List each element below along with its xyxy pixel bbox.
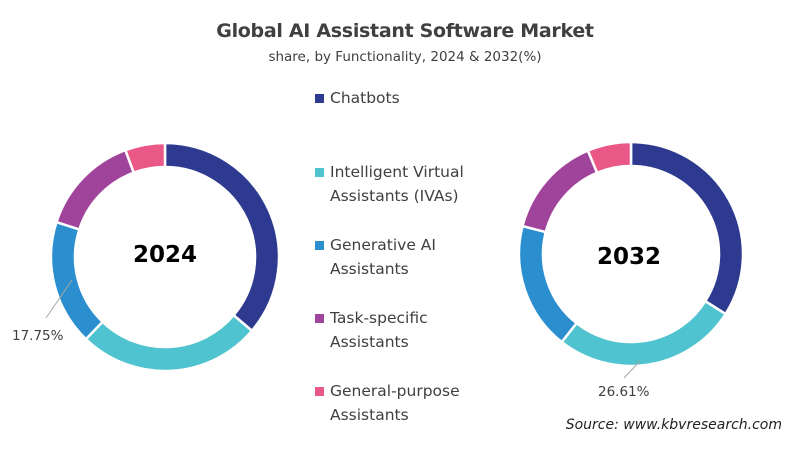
slice-2032-chatbots (629, 140, 745, 316)
legend-swatch (315, 168, 324, 177)
leader-line-2032 (623, 360, 641, 379)
legend-swatch (315, 94, 324, 103)
chart-subtitle: share, by Functionality, 2024 & 2032(%) (268, 49, 542, 65)
slice-2024-general-purpose-assistants (123, 141, 167, 175)
slice-2032-task-specific-assistants (521, 148, 599, 234)
slice-2032-generative-ai-assistants (517, 224, 579, 344)
slice-2024-intelligent-virtual-assistants-ivas (84, 313, 254, 373)
source-note: Source: www.kbvresearch.com (565, 417, 782, 433)
leader-line-2024 (45, 279, 73, 319)
center-label-2032: 2032 (597, 244, 661, 270)
data-label-2024: 17.75% (12, 328, 64, 344)
slice-2032-intelligent-virtual-assistants-ivas (559, 299, 728, 368)
donut-2032 (517, 140, 745, 368)
legend-label: Intelligent Virtual Assistants (IVAs) (330, 163, 464, 205)
slice-2024-task-specific-assistants (54, 148, 136, 232)
slice-2032-general-purpose-assistants (586, 140, 633, 175)
legend-label: Task-specific Assistants (330, 309, 428, 351)
slice-2024-generative-ai-assistants (49, 220, 105, 341)
legend-swatch (315, 241, 324, 250)
chart-title: Global AI Assistant Software Market (216, 20, 594, 42)
legend-label: Chatbots (330, 89, 400, 107)
data-label-2032: 26.61% (598, 384, 650, 400)
legend-swatch (315, 314, 324, 323)
slice-2024-chatbots (163, 141, 281, 333)
legend-label: General-purpose Assistants (330, 382, 460, 424)
legend-swatch (315, 387, 324, 396)
legend-label: Generative AI Assistants (330, 236, 436, 278)
donut-2024 (49, 141, 281, 373)
center-label-2024: 2024 (133, 242, 197, 268)
